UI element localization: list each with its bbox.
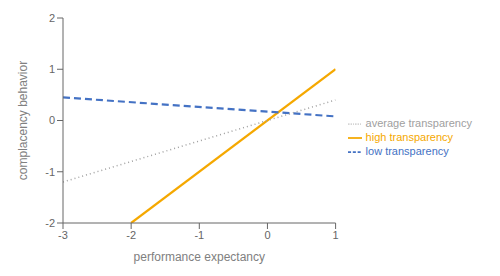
- svg-text:performance expectancy: performance expectancy: [134, 250, 265, 264]
- svg-text:-2: -2: [45, 217, 55, 229]
- svg-text:0: 0: [49, 114, 55, 126]
- html-text:average transparency: average transparency: [365, 116, 472, 129]
- svg-text:1: 1: [49, 63, 55, 75]
- html-text:low transparency: low transparency: [365, 145, 449, 157]
- svg-text:-1: -1: [194, 229, 204, 241]
- svg-text:2: 2: [49, 12, 55, 24]
- svg-text:complacency behavior: complacency behavior: [16, 61, 30, 180]
- svg-text:0: 0: [264, 229, 270, 241]
- html-text:high transparency: high transparency: [365, 131, 453, 143]
- svg-text:-3: -3: [58, 229, 68, 241]
- svg-text:1: 1: [333, 229, 339, 241]
- svg-text:-2: -2: [126, 229, 136, 241]
- svg-text:-1: -1: [45, 166, 55, 178]
